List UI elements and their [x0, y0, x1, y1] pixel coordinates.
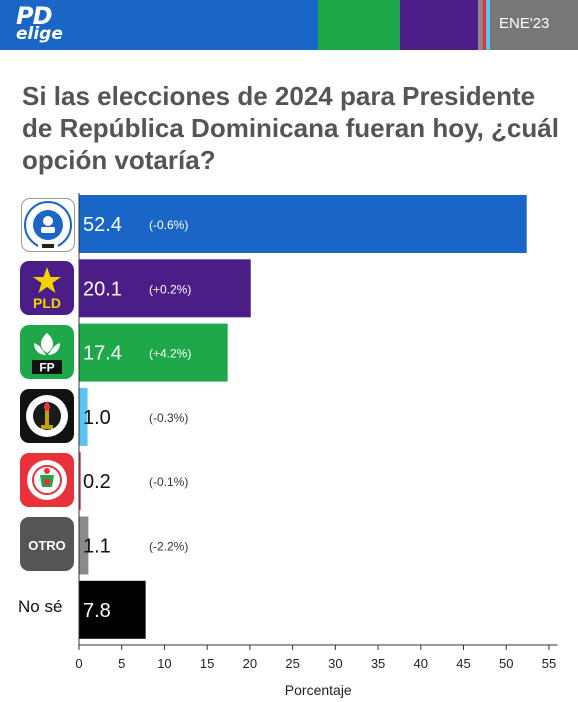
party-4-logo	[20, 389, 74, 443]
otro-logo: OTRO	[20, 517, 74, 571]
x-tick-label-11: 55	[542, 656, 556, 671]
x-tick-label-2: 10	[157, 656, 171, 671]
change-label-2: (+4.2%)	[149, 347, 191, 361]
pld-logo: PLD	[20, 261, 74, 315]
banner-segment-lightblue	[486, 0, 490, 50]
x-tick-label-4: 20	[243, 656, 257, 671]
brand-logo-bottom: elige	[16, 24, 63, 44]
top-banner	[0, 0, 578, 50]
data-label-0: 52.4	[83, 214, 122, 236]
bar-2	[79, 323, 228, 382]
data-label-3: 1.0	[83, 407, 111, 429]
change-label-6: (-1.2%)	[149, 604, 188, 618]
data-label-6: 7.8	[83, 600, 111, 622]
banner-segment-blue	[0, 0, 318, 50]
change-label-4: (-0.1%)	[149, 475, 188, 489]
change-label-3: (-0.3%)	[149, 411, 188, 425]
data-label-2: 17.4	[83, 343, 122, 365]
brand-logo: PD elige	[16, 4, 63, 43]
data-label-1: 20.1	[83, 278, 122, 300]
x-tick-label-6: 30	[328, 656, 342, 671]
x-tick-label-0: 0	[75, 656, 82, 671]
edition-label: ENE'23	[499, 15, 550, 32]
fp-logo: FP	[20, 325, 74, 379]
fp-logo-text: FP	[39, 361, 54, 375]
x-tick-label-1: 5	[118, 656, 125, 671]
x-tick-label-7: 35	[371, 656, 385, 671]
bar-1	[79, 259, 251, 318]
prsc-logo	[20, 453, 74, 507]
banner-segment-purple	[400, 0, 478, 50]
bar-6	[79, 580, 146, 639]
category-label-no-se: No sé	[18, 597, 63, 616]
banner-segment-darkgray	[490, 0, 578, 50]
data-label-5: 1.1	[83, 536, 111, 558]
otro-logo-text: OTRO	[28, 538, 66, 553]
x-axis-title: Porcentaje	[285, 682, 352, 698]
chart-title: Si las elecciones de 2024 para President…	[22, 81, 559, 175]
x-tick-label-10: 50	[499, 656, 513, 671]
change-label-5: (-2.2%)	[149, 540, 188, 554]
bar-4	[79, 452, 81, 511]
bar-0	[79, 195, 527, 253]
banner-segment-green	[318, 0, 400, 50]
x-tick-label-9: 45	[456, 656, 470, 671]
x-tick-label-8: 40	[414, 656, 428, 671]
x-tick-label-3: 15	[200, 656, 214, 671]
x-tick-label-5: 25	[285, 656, 299, 671]
banner-segment-gray	[478, 0, 483, 50]
prm-logo	[21, 198, 75, 252]
pld-logo-text: PLD	[33, 295, 61, 311]
change-label-0: (-0.6%)	[149, 218, 188, 232]
banner-segment-red	[483, 0, 486, 50]
bar-5	[79, 516, 89, 575]
bar-3	[79, 387, 88, 446]
change-label-1: (+0.2%)	[149, 282, 191, 296]
data-label-4: 0.2	[83, 471, 111, 493]
brand-logo-top: PD	[16, 2, 53, 30]
